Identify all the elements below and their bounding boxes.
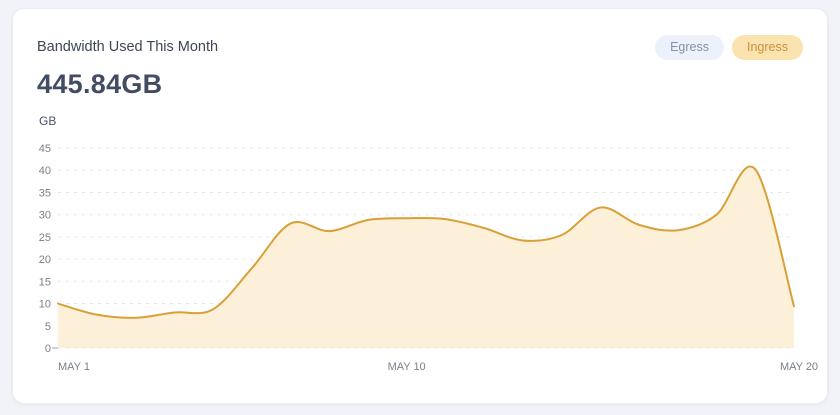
x-tick-label: MAY 20 (780, 361, 818, 373)
series-toggle-group: Egress Ingress (655, 35, 803, 60)
card-title: Bandwidth Used This Month (37, 39, 219, 56)
y-tick-label: 25 (39, 232, 51, 244)
area-fill (58, 166, 794, 348)
egress-toggle-button[interactable]: Egress (655, 35, 724, 60)
x-tick-label: MAY 1 (58, 361, 90, 373)
y-tick-label: 20 (39, 254, 51, 266)
y-tick-label: 45 (39, 143, 51, 155)
bandwidth-card: Bandwidth Used This Month Egress Ingress… (12, 8, 828, 404)
bandwidth-area-chart: 45 40 35 30 25 20 15 10 5 0 MAY 1 MAY 10 MAY 20 (39, 143, 818, 373)
series-line-ingress (57, 165, 795, 319)
y-axis-unit-label: GB (39, 114, 57, 128)
x-tick-label: MAY 10 (388, 361, 426, 373)
y-tick-label: 5 (45, 321, 51, 333)
y-tick-label: 35 (39, 187, 51, 199)
y-tick-label: 15 (39, 276, 51, 288)
y-tick-label: 30 (39, 210, 51, 222)
bandwidth-total-value: 445.84GB (37, 69, 163, 99)
y-tick-label: 0 (45, 343, 51, 355)
ingress-toggle-button[interactable]: Ingress (732, 35, 803, 60)
card-header: Bandwidth Used This Month Egress Ingress (37, 35, 803, 60)
y-tick-label: 40 (39, 165, 51, 177)
y-tick-label: 10 (39, 299, 51, 311)
